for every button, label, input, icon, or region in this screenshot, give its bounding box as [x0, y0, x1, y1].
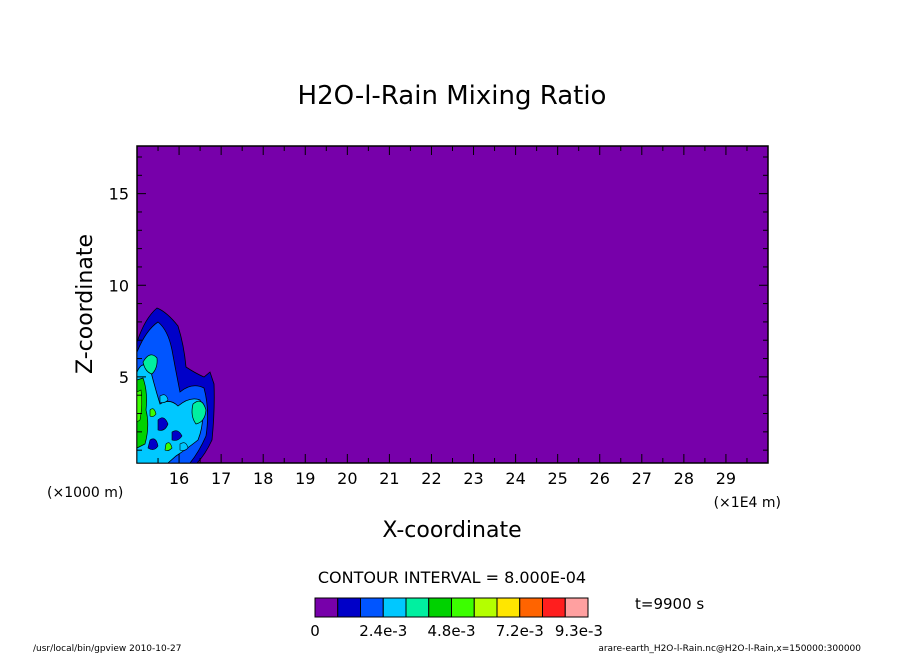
colorbar-label-3: 7.2e-3: [496, 622, 544, 640]
x-tick-label-25: 25: [547, 469, 567, 488]
x-tick-label-26: 26: [590, 469, 610, 488]
x-tick-label-17: 17: [211, 469, 231, 488]
x-unit-right: (×1E4 m): [714, 495, 781, 511]
colorbar-swatch-8: [496, 597, 521, 618]
chart-title: H2O-l-Rain Mixing Ratio: [298, 81, 607, 111]
colorbar-swatch-2: [360, 597, 384, 618]
colorbar-label-4: 9.3e-3: [555, 622, 603, 640]
plot-area: [136, 145, 769, 464]
footer-right: arare-earth_H2O-l-Rain.nc@H2O-l-Rain,x=1…: [598, 644, 861, 654]
colorbar-swatch-1: [337, 597, 361, 618]
x-tick-label-24: 24: [505, 469, 525, 488]
x-tick-label-19: 19: [295, 469, 315, 488]
contour-spots: [147, 417, 183, 450]
colorbar: [314, 597, 589, 618]
colorbar-swatch-0: [314, 597, 339, 618]
colorbar-swatch-7: [473, 597, 498, 618]
x-axis-label: X-coordinate: [382, 518, 521, 543]
y-tick-label-10: 10: [109, 276, 129, 295]
contour-spots-light: [159, 394, 189, 451]
colorbar-swatch-9: [519, 597, 543, 618]
x-tick-label-23: 23: [463, 469, 483, 488]
contour-spots-green: [149, 408, 173, 451]
colorbar-swatch-11: [564, 597, 589, 618]
x-tick-label-18: 18: [253, 469, 273, 488]
x-tick-label-20: 20: [337, 469, 357, 488]
contour-level-4b: [191, 400, 207, 425]
x-unit-left: (×1000 m): [47, 485, 123, 501]
x-tick-label-27: 27: [632, 469, 652, 488]
colorbar-label-0: 0: [310, 622, 320, 640]
colorbar-swatch-10: [542, 597, 566, 618]
colorbar-labels: 0 2.4e-3 4.8e-3 7.2e-3 9.3e-3: [310, 622, 603, 640]
y-axis-label: Z-coordinate: [73, 234, 98, 374]
x-tick-label-29: 29: [716, 469, 736, 488]
contour-level-4a: [142, 354, 158, 375]
time-label: t=9900 s: [635, 595, 704, 613]
colorbar-swatch-6: [451, 597, 475, 618]
colorbar-swatch-3: [382, 597, 407, 618]
colorbar-swatch-5: [428, 597, 452, 618]
colorbar-swatch-4: [405, 597, 430, 618]
x-tick-label-21: 21: [379, 469, 399, 488]
rain-contours: [136, 307, 215, 464]
x-axis-ticks: 16 17 18 19 20 21 22 23 24 25 26 27 28 29: [157, 146, 748, 488]
plot-background: [136, 145, 769, 464]
colorbar-label-2: 4.8e-3: [427, 622, 475, 640]
y-tick-label-15: 15: [109, 185, 129, 204]
contour-interval: CONTOUR INTERVAL = 8.000E-04: [318, 568, 586, 587]
x-tick-label-16: 16: [169, 469, 189, 488]
colorbar-label-1: 2.4e-3: [359, 622, 407, 640]
footer-left: /usr/local/bin/gpview 2010-10-27: [33, 644, 181, 654]
x-tick-label-22: 22: [421, 469, 441, 488]
x-tick-label-28: 28: [674, 469, 694, 488]
y-tick-label-5: 5: [119, 368, 129, 387]
y-axis-ticks: 5 10 15: [109, 156, 768, 451]
